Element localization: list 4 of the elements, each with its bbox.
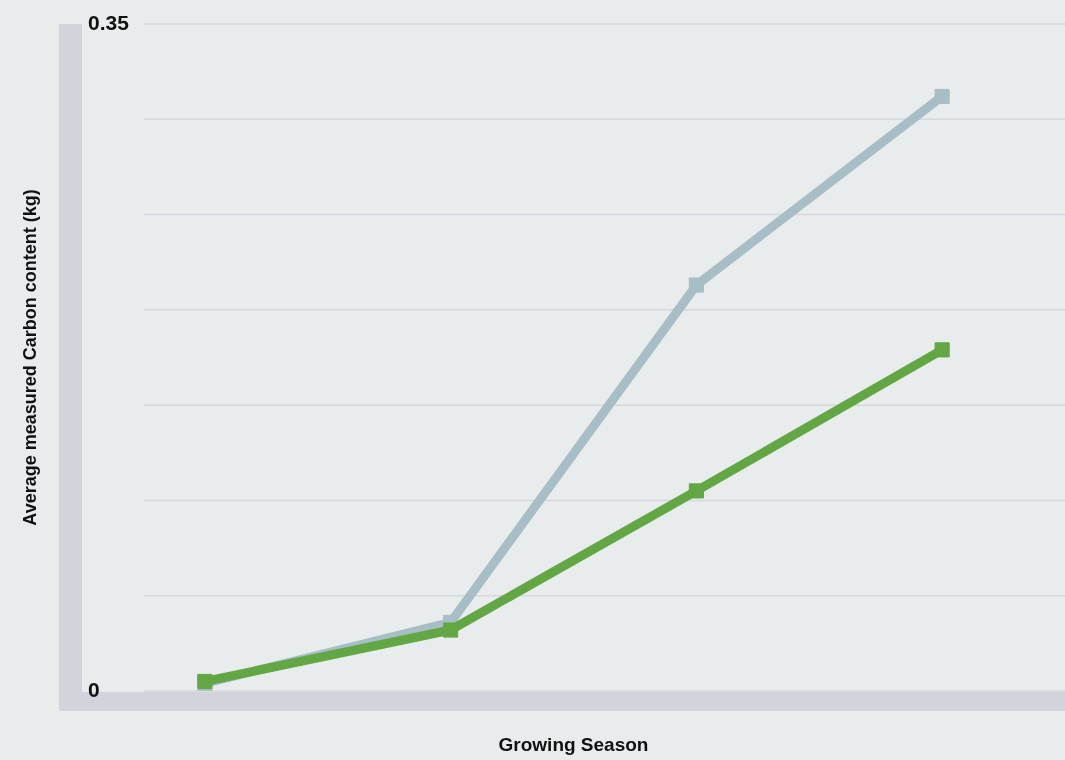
y-tick-label: 0 bbox=[88, 677, 100, 701]
y-axis-title: Average measured Carbon content (kg) bbox=[19, 189, 40, 526]
x-axis-title: Growing Season bbox=[498, 733, 649, 755]
y-tick-label: 0.35 bbox=[88, 10, 130, 34]
